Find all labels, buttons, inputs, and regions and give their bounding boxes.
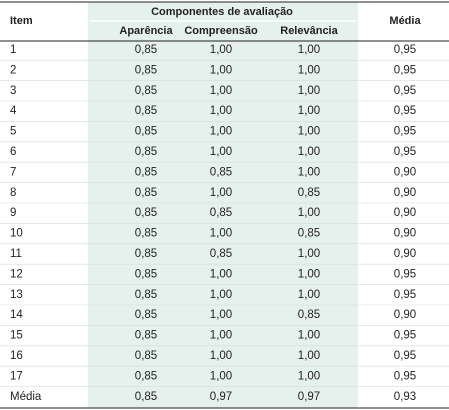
cell: 0,85 bbox=[135, 187, 157, 199]
row-label: 1 bbox=[10, 44, 16, 56]
cell: 0,97 bbox=[298, 391, 320, 403]
cell: 0,97 bbox=[210, 391, 232, 403]
cell: 0,95 bbox=[394, 85, 416, 97]
column-header: Relevância bbox=[280, 25, 338, 37]
cell: 1,00 bbox=[210, 289, 232, 301]
cell: 0,85 bbox=[135, 370, 157, 382]
cell: 0,85 bbox=[135, 289, 157, 301]
cell: 1,00 bbox=[210, 228, 232, 240]
shaded-column-group bbox=[88, 2, 358, 408]
cell: 1,00 bbox=[210, 105, 232, 117]
cell: 1,00 bbox=[298, 166, 320, 178]
row-label: 10 bbox=[10, 228, 23, 240]
cell: 1,00 bbox=[298, 330, 320, 342]
cell: 1,00 bbox=[298, 64, 320, 76]
cell: 0,85 bbox=[135, 268, 157, 280]
cell: 0,85 bbox=[135, 146, 157, 158]
row-label: 14 bbox=[10, 309, 23, 321]
cell: 0,85 bbox=[135, 207, 157, 219]
cell: 0,85 bbox=[298, 228, 320, 240]
cell: 1,00 bbox=[298, 268, 320, 280]
cell: 1,00 bbox=[210, 309, 232, 321]
cell: 0,85 bbox=[298, 187, 320, 199]
cell: 1,00 bbox=[298, 207, 320, 219]
cell: 0,85 bbox=[210, 207, 232, 219]
cell: 1,00 bbox=[210, 350, 232, 362]
cell: 0,90 bbox=[394, 309, 416, 321]
cell: 1,00 bbox=[210, 85, 232, 97]
cell: 0,85 bbox=[298, 309, 320, 321]
cell: 0,95 bbox=[394, 146, 416, 158]
cell: 1,00 bbox=[298, 44, 320, 56]
cell: 1,00 bbox=[210, 64, 232, 76]
cell: 1,00 bbox=[298, 289, 320, 301]
cell: 1,00 bbox=[210, 330, 232, 342]
cell: 1,00 bbox=[210, 370, 232, 382]
cell: 0,85 bbox=[135, 64, 157, 76]
cell: 0,85 bbox=[135, 309, 157, 321]
group-header: Componentes de avaliação bbox=[151, 6, 293, 18]
cell: 0,85 bbox=[135, 228, 157, 240]
row-label: 9 bbox=[10, 207, 16, 219]
row-label: 16 bbox=[10, 350, 23, 362]
cell: 1,00 bbox=[298, 350, 320, 362]
cell: 0,85 bbox=[135, 44, 157, 56]
cell: 0,85 bbox=[135, 166, 157, 178]
row-label: 2 bbox=[10, 64, 16, 76]
cell: 0,90 bbox=[394, 228, 416, 240]
cell: 0,85 bbox=[135, 105, 157, 117]
cell: 0,85 bbox=[135, 248, 157, 260]
row-label: Média bbox=[10, 391, 42, 403]
cell: 0,90 bbox=[394, 187, 416, 199]
row-label: 17 bbox=[10, 370, 23, 382]
cell: 1,00 bbox=[298, 85, 320, 97]
cell: 0,95 bbox=[394, 44, 416, 56]
cell: 1,00 bbox=[210, 44, 232, 56]
cell: 0,95 bbox=[394, 330, 416, 342]
column-header: Aparência bbox=[119, 25, 173, 37]
cell: 0,85 bbox=[135, 85, 157, 97]
cell: 1,00 bbox=[298, 248, 320, 260]
cell: 0,95 bbox=[394, 126, 416, 138]
column-header: Média bbox=[389, 15, 421, 27]
column-header: Item bbox=[10, 15, 33, 27]
cell: 0,95 bbox=[394, 268, 416, 280]
row-label: 13 bbox=[10, 289, 23, 301]
row-label: 4 bbox=[10, 105, 17, 117]
cell: 0,90 bbox=[394, 248, 416, 260]
cell: 0,95 bbox=[394, 350, 416, 362]
cell: 1,00 bbox=[210, 187, 232, 199]
cell: 0,85 bbox=[135, 350, 157, 362]
cell: 0,93 bbox=[394, 391, 416, 403]
cell: 1,00 bbox=[210, 146, 232, 158]
cell: 0,85 bbox=[210, 248, 232, 260]
row-label: 15 bbox=[10, 330, 23, 342]
row-label: 8 bbox=[10, 187, 16, 199]
row-label: 5 bbox=[10, 126, 16, 138]
row-label: 7 bbox=[10, 166, 16, 178]
cell: 1,00 bbox=[298, 126, 320, 138]
cell: 0,95 bbox=[394, 64, 416, 76]
cell: 0,95 bbox=[394, 289, 416, 301]
row-label: 3 bbox=[10, 85, 16, 97]
cell: 0,85 bbox=[210, 166, 232, 178]
cell: 0,95 bbox=[394, 105, 416, 117]
cell: 0,85 bbox=[135, 391, 157, 403]
cell: 0,90 bbox=[394, 207, 416, 219]
column-header: Compreensão bbox=[184, 25, 258, 37]
cell: 1,00 bbox=[298, 105, 320, 117]
cell: 0,95 bbox=[394, 370, 416, 382]
cell: 0,85 bbox=[135, 330, 157, 342]
cell: 1,00 bbox=[210, 268, 232, 280]
cell: 1,00 bbox=[298, 370, 320, 382]
cell: 1,00 bbox=[210, 126, 232, 138]
row-label: 11 bbox=[10, 248, 22, 260]
cell: 0,85 bbox=[135, 126, 157, 138]
cell: 0,90 bbox=[394, 166, 416, 178]
row-label: 6 bbox=[10, 146, 16, 158]
cell: 1,00 bbox=[298, 146, 320, 158]
row-label: 12 bbox=[10, 268, 23, 280]
